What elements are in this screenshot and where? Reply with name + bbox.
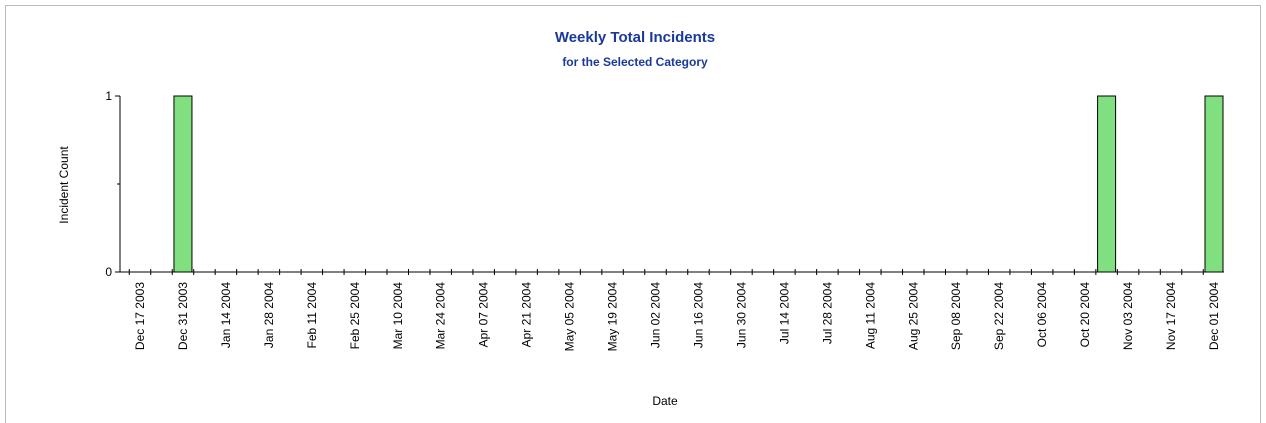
x-tick-label: Aug 11 2004 [863,282,877,349]
x-tick-label: Jan 28 2004 [262,282,276,348]
x-tick-label: Nov 17 2004 [1164,282,1178,350]
y-tick-label: 0 [105,265,112,279]
chart-frame [5,5,1261,423]
bar [1097,95,1117,273]
x-tick-label: Oct 20 2004 [1078,282,1092,348]
x-tick-label: Dec 31 2003 [176,282,190,350]
x-tick-label: Nov 03 2004 [1121,282,1135,350]
chart-title: Weekly Total Incidents [555,29,715,46]
x-tick-label: Jun 02 2004 [649,282,663,348]
y-tick-label: 1 [105,89,112,103]
x-tick-label: Dec 17 2003 [133,282,147,350]
x-tick-label: Mar 10 2004 [391,282,405,350]
x-tick-label: Jan 14 2004 [219,282,233,348]
x-tick-label: Mar 24 2004 [434,282,448,350]
x-tick-label: Sep 08 2004 [949,282,963,350]
x-axis-label: Date [652,394,678,408]
x-tick-label: Oct 06 2004 [1035,282,1049,348]
x-tick-label: Feb 11 2004 [305,282,319,349]
x-tick-label: Dec 01 2004 [1207,282,1221,350]
x-tick-label: Apr 07 2004 [477,282,491,348]
bar [173,95,193,273]
x-tick-label: Jul 14 2004 [777,282,791,344]
x-tick-label: May 05 2004 [563,282,577,352]
x-tick-label: Jun 30 2004 [734,282,748,348]
x-tick-label: Apr 21 2004 [520,282,534,348]
y-axis-label: Incident Count [57,146,71,224]
x-tick-label: May 19 2004 [606,282,620,352]
x-tick-label: Sep 22 2004 [992,282,1006,350]
bar [1204,95,1224,273]
x-tick-label: Feb 25 2004 [348,282,362,350]
chart-subtitle: for the Selected Category [562,55,708,69]
x-tick-label: Jun 16 2004 [691,282,705,348]
x-tick-label: Jul 28 2004 [820,282,834,344]
x-tick-label: Aug 25 2004 [906,282,920,350]
